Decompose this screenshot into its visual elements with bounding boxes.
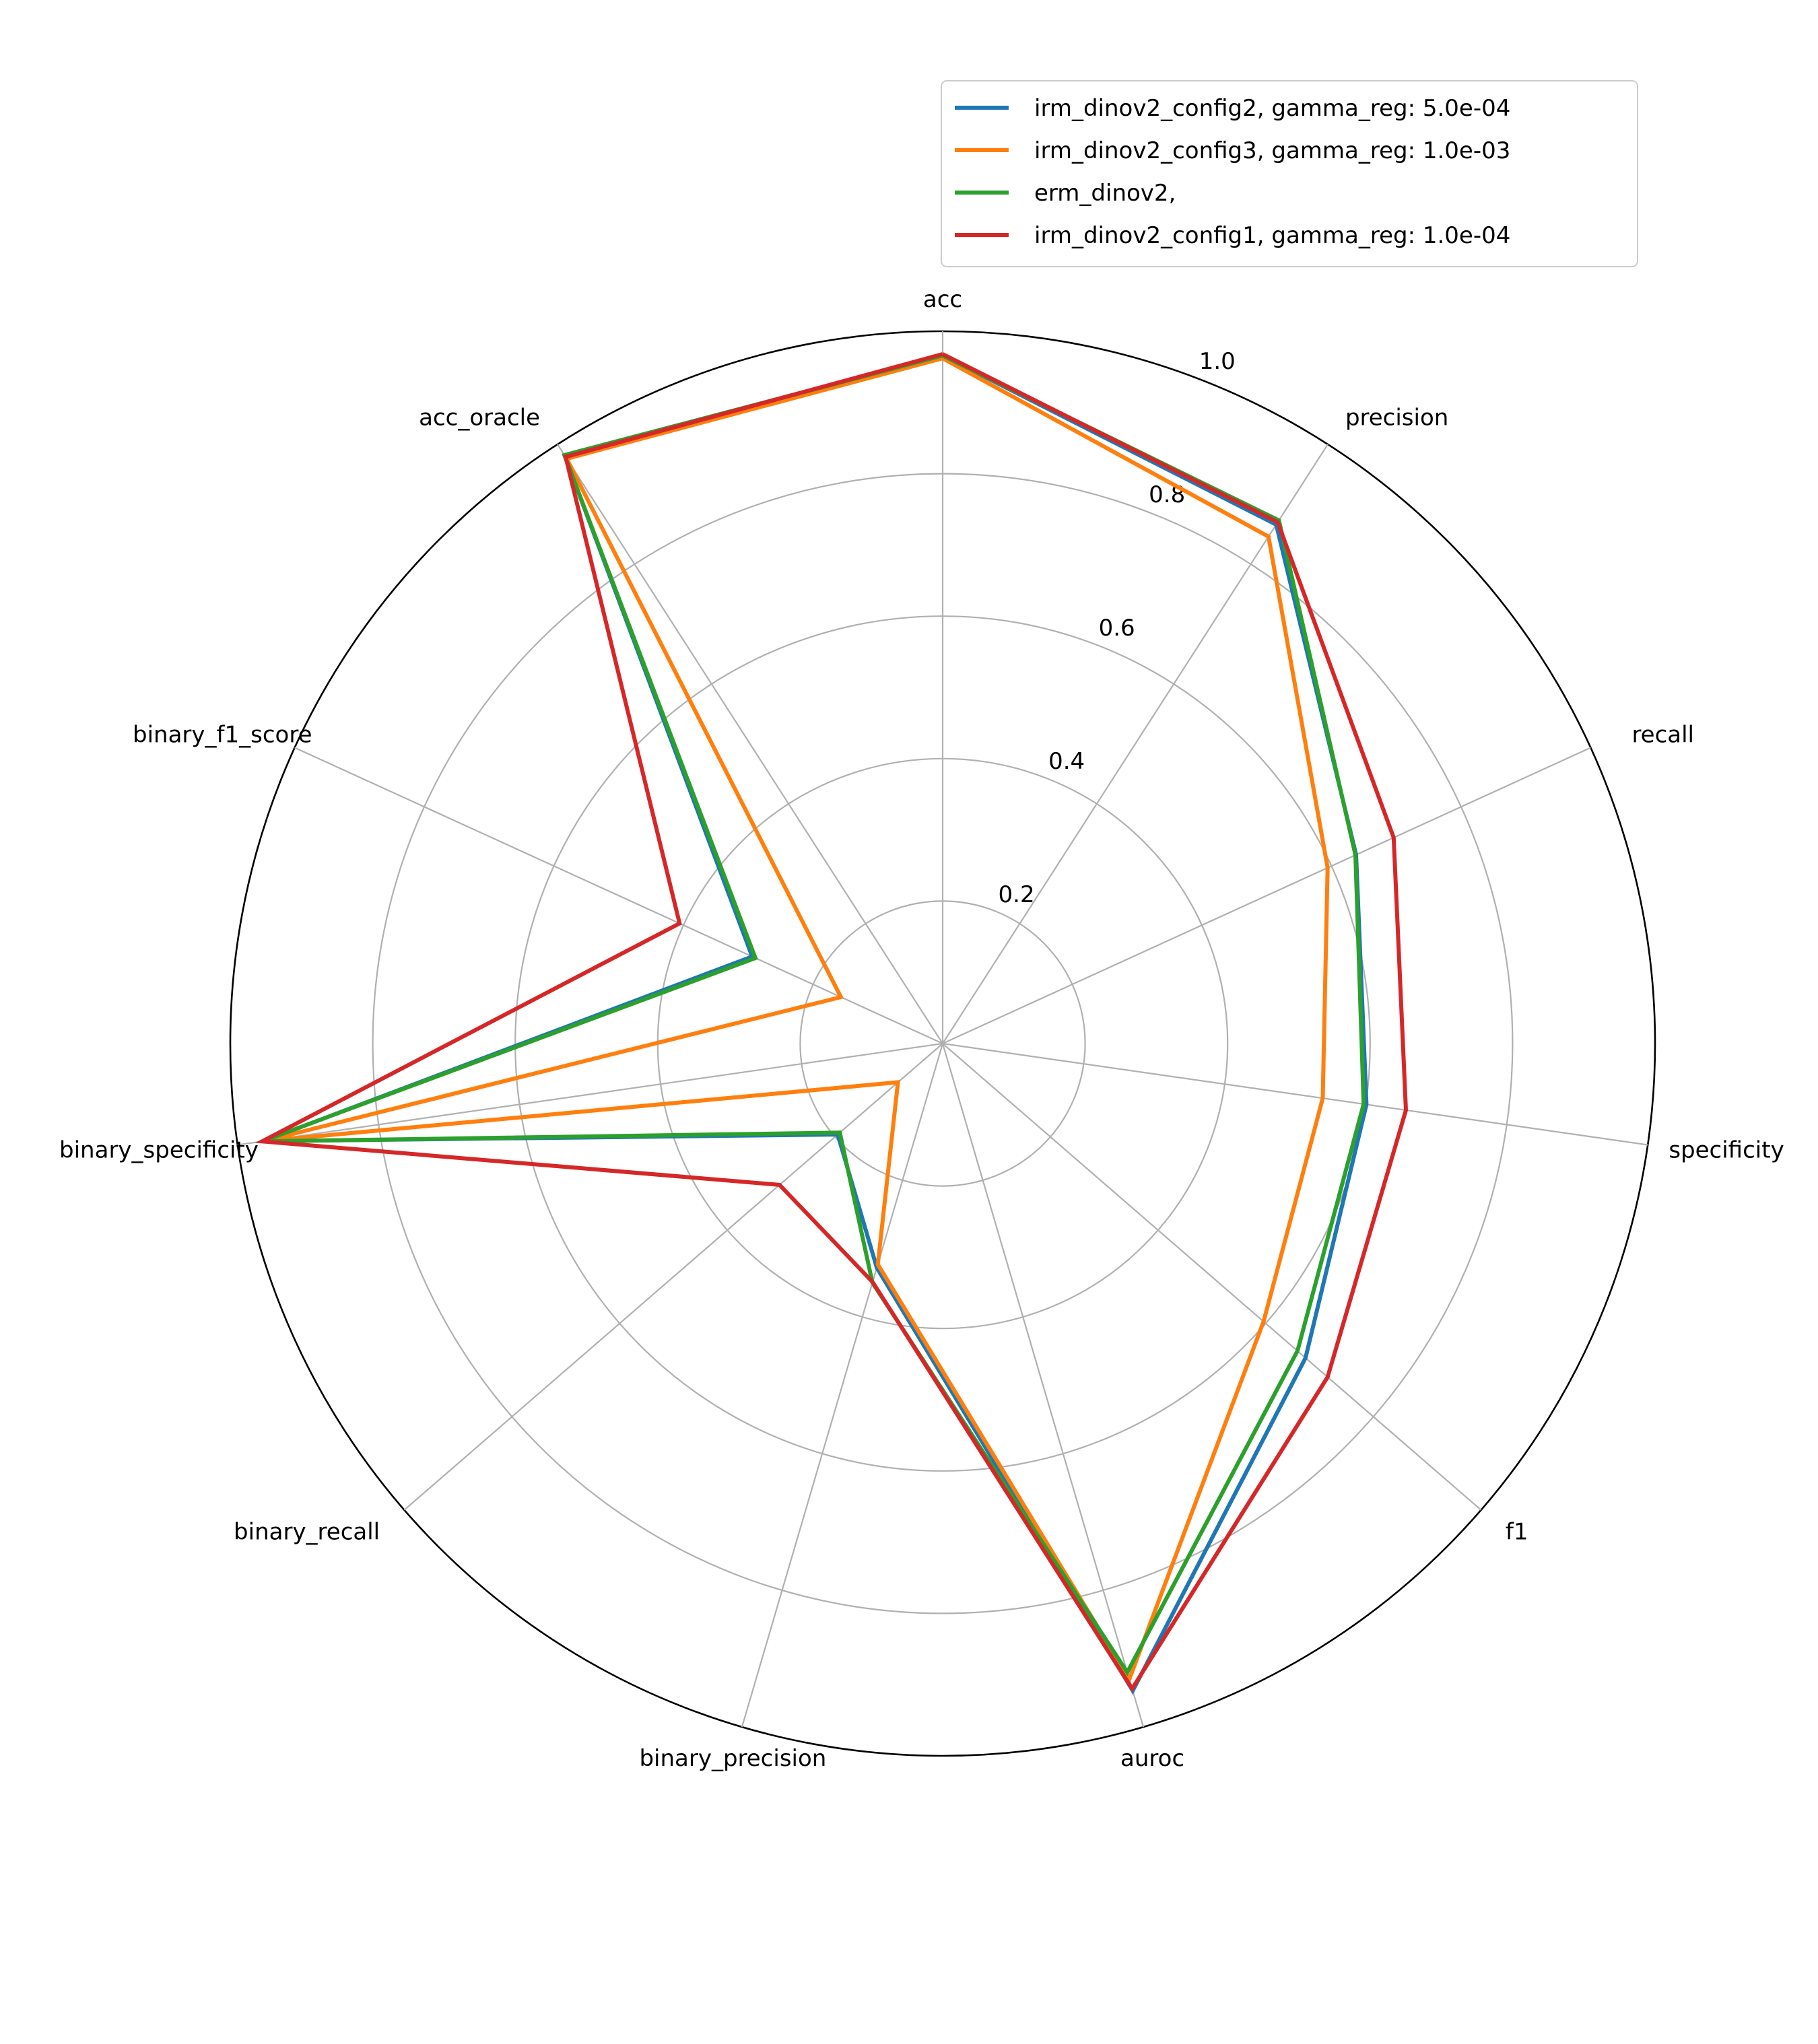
radial-tick-label: 0.2 [999,881,1035,908]
legend-entry-3: erm_dinov2, [955,180,1176,207]
legend: irm_dinov2_config2, gamma_reg: 5.0e-04 ir… [941,80,1638,267]
radial-tick-label: 1.0 [1199,348,1236,375]
radar-grid [229,330,1656,1757]
category-label-f1: f1 [1506,1518,1528,1545]
category-label-acc: acc [923,286,962,313]
category-label-binary-specificity: binary_specificity [59,1136,259,1163]
category-labels: acc precision recall specificity f1 auroc bina… [59,286,1784,1772]
radial-tick-label: 0.8 [1149,481,1185,508]
spoke-binary-precision [741,1043,944,1728]
category-label-binary-recall: binary_recall [234,1518,380,1545]
spoke-binary-f1-score [294,747,943,1045]
spoke-binary-specificity [237,1042,943,1146]
category-label-binary-precision: binary_precision [639,1745,826,1772]
category-label-acc-oracle: acc_oracle [419,405,540,432]
series-line-2 [263,356,1330,1684]
category-label-specificity: specificity [1669,1136,1784,1163]
radial-tick-label: 0.6 [1099,615,1135,642]
spoke-specificity [942,1042,1648,1146]
legend-entry-1: irm_dinov2_config2, gamma_reg: 5.0e-04 [955,95,1510,122]
category-label-binary-f1-score: binary_f1_score [133,722,312,749]
legend-entry-2: irm_dinov2_config3, gamma_reg: 1.0e-03 [955,137,1510,164]
legend-label: irm_dinov2_config1, gamma_reg: 1.0e-04 [1034,222,1510,249]
series-line-4 [255,352,1409,1693]
radial-tick-label: 0.4 [1048,748,1085,775]
spoke-recall [942,747,1591,1045]
legend-label: irm_dinov2_config3, gamma_reg: 1.0e-03 [1034,137,1510,164]
category-label-auroc: auroc [1120,1745,1184,1772]
legend-label: irm_dinov2_config2, gamma_reg: 5.0e-04 [1034,95,1510,122]
spoke-precision [942,444,1328,1044]
legend-label: erm_dinov2, [1034,180,1176,207]
spoke-f1 [942,1043,1482,1511]
spoke-acc-oracle [557,444,943,1044]
spoke-binary-recall [403,1043,943,1511]
series-lines [255,352,1409,1695]
category-label-precision: precision [1345,405,1448,432]
legend-entry-4: irm_dinov2_config1, gamma_reg: 1.0e-04 [955,222,1510,249]
radial-ticks: 0.2 0.4 0.6 0.8 1.0 [999,348,1236,908]
series-line-3 [261,353,1366,1676]
spoke-auroc [941,1043,1145,1728]
category-label-recall: recall [1631,722,1694,749]
legend-frame [941,80,1638,267]
